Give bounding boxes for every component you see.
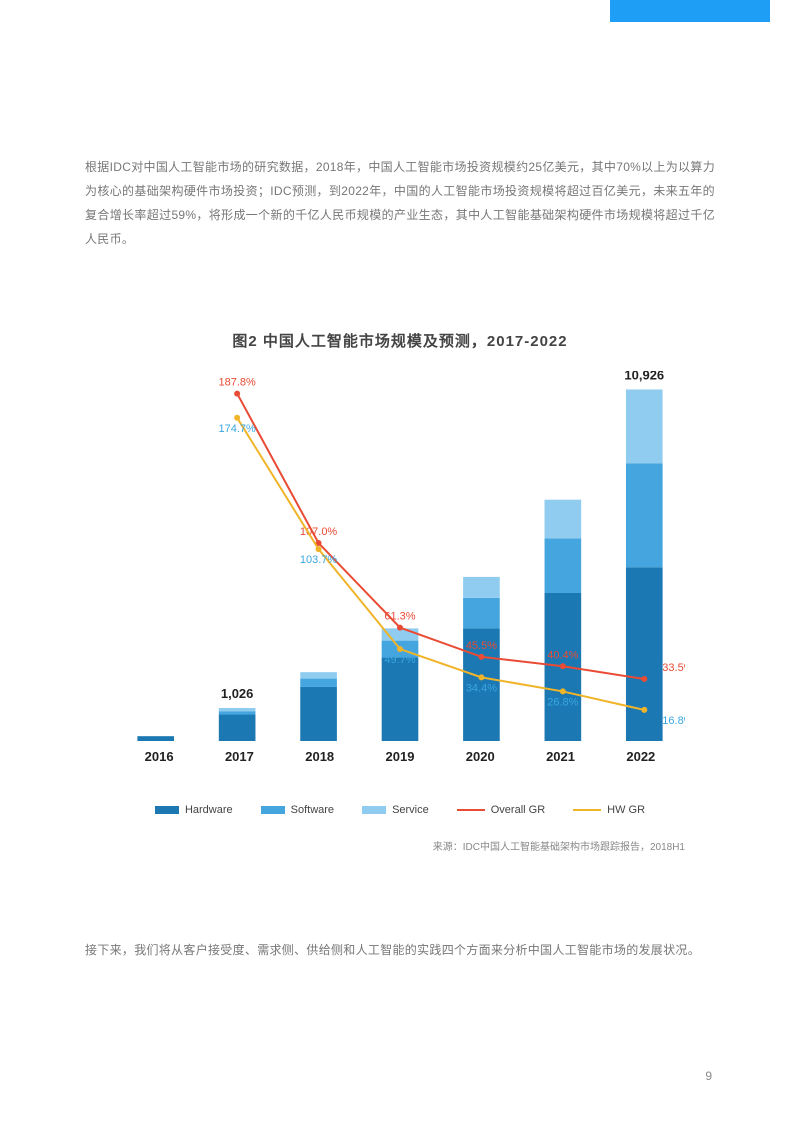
marker-hw_gr [397, 646, 403, 652]
legend-item: Overall GR [457, 804, 545, 816]
legend-swatch [362, 806, 386, 814]
legend-item: Hardware [155, 804, 233, 816]
line-label-hw_gr: 174.7% [218, 423, 256, 435]
chart-title: 图2 中国人工智能市场规模及预测，2017-2022 [115, 330, 685, 351]
line-label-hw_gr: 49.7% [384, 654, 415, 666]
chart-plot: 1,02610,926187.8%107.0%61.3%45.5%40.4%33… [115, 371, 685, 741]
chart-container: 图2 中国人工智能市场规模及预测，2017-2022 1,026 10,926 18… [115, 330, 685, 890]
bar-software [463, 598, 500, 629]
line-overall_gr [237, 394, 644, 679]
bar-software [545, 538, 582, 593]
line-label-hw_gr: 26.8% [547, 696, 578, 708]
marker-hw_gr [478, 674, 484, 680]
legend-item: HW GR [573, 804, 645, 816]
page-number: 9 [705, 1069, 712, 1083]
bar-software [626, 463, 663, 567]
bar-service [463, 577, 500, 598]
bar-hardware [300, 687, 337, 741]
line-label-hw_gr: 103.7% [300, 554, 338, 566]
legend-swatch [457, 809, 485, 811]
x-axis-label: 2016 [119, 749, 199, 764]
x-axis-label: 2017 [199, 749, 279, 764]
legend-label: Hardware [185, 804, 233, 816]
marker-overall_gr [560, 663, 566, 669]
line-label-overall_gr: 45.5% [466, 640, 497, 652]
outro-paragraph: 接下来，我们将从客户接受度、需求侧、供给侧和人工智能的实践四个方面来分析中国人工… [85, 940, 715, 962]
legend-swatch [155, 806, 179, 814]
legend-item: Software [261, 804, 334, 816]
bar-service [545, 500, 582, 539]
bar-hardware [219, 714, 256, 741]
line-label-hw_gr: 16.8% [662, 715, 685, 727]
line-hw_gr [237, 418, 644, 710]
marker-overall_gr [234, 391, 240, 397]
bar-service [300, 672, 337, 678]
legend-swatch [573, 809, 601, 811]
marker-hw_gr [234, 415, 240, 421]
marker-overall_gr [641, 676, 647, 682]
bar-software [219, 711, 256, 714]
bar-hardware [382, 657, 419, 741]
bar-service [626, 389, 663, 463]
bar-software [300, 679, 337, 687]
intro-paragraph: 根据IDC对中国人工智能市场的研究数据，2018年，中国人工智能市场投资规模约2… [85, 155, 715, 251]
legend-swatch [261, 806, 285, 814]
chart-x-labels: 2016201720182019202020212022 [115, 749, 685, 764]
line-label-overall_gr: 40.4% [547, 649, 578, 661]
legend-label: Service [392, 804, 429, 816]
bar-top-label: 10,926 [624, 371, 664, 382]
bar-hardware [626, 567, 663, 741]
bar-top-label: 1,026 [221, 686, 254, 701]
x-axis-label: 2020 [440, 749, 520, 764]
legend-label: Software [291, 804, 334, 816]
line-label-overall_gr: 61.3% [384, 611, 415, 623]
bar-service [219, 708, 256, 711]
legend-label: Overall GR [491, 804, 545, 816]
chart-legend: Hardware Software Service Overall GR HW GR [115, 804, 685, 816]
line-label-overall_gr: 187.8% [218, 377, 256, 389]
legend-item: Service [362, 804, 429, 816]
chart-svg: 1,02610,926187.8%107.0%61.3%45.5%40.4%33… [115, 371, 685, 741]
marker-hw_gr [316, 546, 322, 552]
chart-source: 来源：IDC中国人工智能基础架构市场跟踪报告，2018H1 [115, 838, 685, 853]
marker-hw_gr [641, 707, 647, 713]
line-label-hw_gr: 34.4% [466, 682, 497, 694]
x-axis-label: 2022 [601, 749, 681, 764]
marker-overall_gr [478, 654, 484, 660]
x-axis-label: 2021 [520, 749, 600, 764]
bar-hardware [137, 736, 174, 741]
x-axis-label: 2019 [360, 749, 440, 764]
x-axis-label: 2018 [280, 749, 360, 764]
marker-hw_gr [560, 688, 566, 694]
header-accent-bar [610, 0, 770, 22]
legend-label: HW GR [607, 804, 645, 816]
marker-overall_gr [397, 625, 403, 631]
line-label-overall_gr: 33.5% [662, 662, 685, 674]
